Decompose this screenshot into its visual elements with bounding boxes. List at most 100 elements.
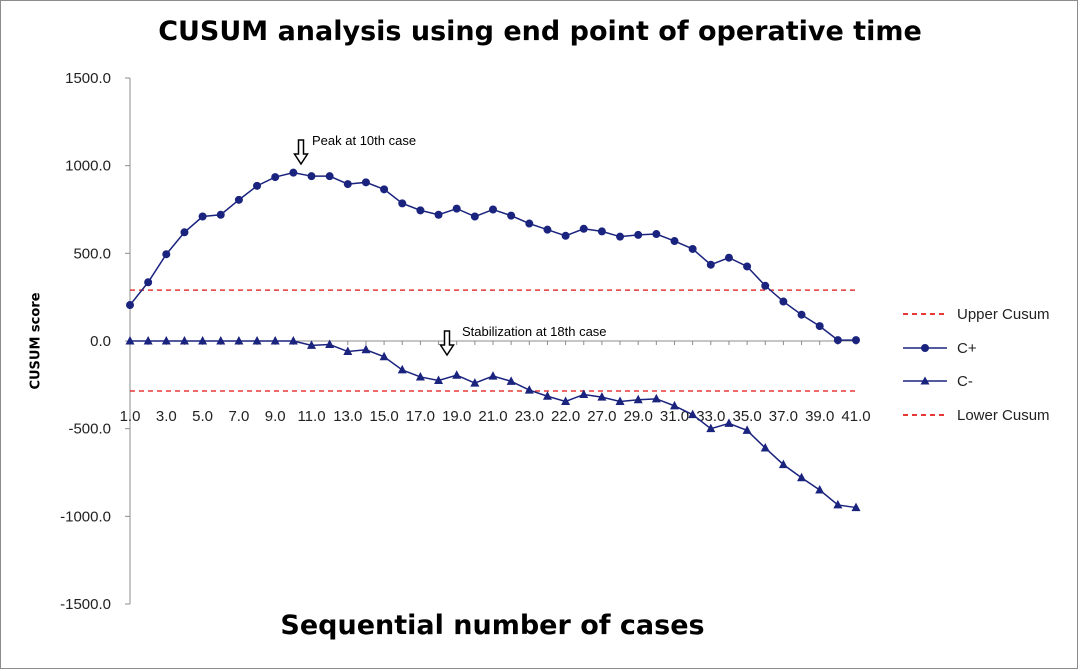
legend-item-lower-cusum: Lower Cusum	[903, 405, 1050, 425]
c-plus-point	[470, 212, 479, 221]
x-tick-label: 35.0	[732, 408, 761, 425]
c-plus-point	[597, 227, 606, 236]
c-minus-point	[361, 344, 371, 354]
x-tick-label: 29.0	[624, 408, 653, 425]
x-tick-label: 37.0	[769, 408, 798, 425]
c-plus-point	[398, 199, 407, 208]
legend-item-c-plus: C+	[903, 338, 977, 358]
c-plus-point	[852, 336, 860, 345]
c-minus-point	[651, 393, 661, 403]
c-minus-point	[161, 336, 171, 345]
c-minus-point	[470, 378, 480, 387]
y-tick-label: -500.0	[68, 421, 111, 438]
y-tick-label: 500.0	[73, 245, 111, 262]
y-tick-label: 1500.0	[65, 70, 111, 87]
c-minus-point	[778, 459, 788, 469]
c-plus-point	[525, 219, 534, 228]
annotation-peak-label: Peak at 10th case	[312, 133, 417, 148]
c-minus-point	[234, 336, 244, 345]
c-plus-point	[779, 297, 788, 306]
c-plus-point	[561, 231, 570, 240]
c-plus-point	[234, 195, 243, 204]
c-minus-point	[797, 472, 807, 482]
c-plus-point	[126, 301, 134, 310]
c-plus-point	[543, 225, 552, 234]
legend-swatch-lower-cusum	[903, 414, 947, 416]
c-plus-point	[688, 244, 697, 253]
x-tick-label: 21.0	[478, 408, 507, 425]
x-tick-label: 9.0	[265, 408, 286, 425]
c-minus-point	[270, 336, 280, 345]
c-minus-point	[742, 425, 752, 434]
c-plus-point	[343, 180, 352, 189]
c-minus-point	[688, 409, 698, 419]
legend-swatch-upper-cusum	[903, 313, 947, 315]
c-plus-point	[507, 211, 516, 220]
c-plus-point	[652, 230, 661, 239]
c-plus-point	[761, 281, 770, 290]
c-plus-point	[325, 172, 334, 181]
c-plus-point	[216, 210, 225, 219]
peak-arrow-icon	[293, 139, 309, 166]
c-plus-point	[815, 322, 824, 331]
c-plus-point	[144, 278, 153, 287]
c-minus-point	[179, 336, 189, 345]
c-plus-point	[724, 253, 733, 262]
c-minus-point	[706, 423, 716, 433]
c-minus-point	[325, 339, 335, 349]
c-plus-point	[162, 250, 171, 259]
c-minus-point	[815, 485, 825, 494]
c-plus-point	[253, 181, 262, 190]
c-plus-point	[361, 178, 370, 187]
c-plus-point	[616, 232, 625, 241]
c-plus-point	[743, 262, 752, 271]
c-minus-point	[561, 396, 571, 405]
c-plus-point	[489, 205, 497, 214]
c-minus-point	[615, 396, 625, 405]
legend-swatch-c-plus	[903, 344, 947, 352]
chart-title: CUSUM analysis using end point of operat…	[158, 16, 922, 47]
c-plus-point	[579, 224, 588, 233]
x-axis-title: Sequential number of cases	[280, 610, 705, 641]
c-minus-point	[252, 336, 262, 345]
c-minus-point	[379, 351, 389, 361]
c-plus-point	[198, 212, 207, 221]
c-minus-point	[760, 442, 770, 452]
c-minus-point	[434, 375, 444, 384]
c-minus-point	[143, 336, 153, 345]
c-plus-point	[434, 210, 443, 219]
x-tick-label: 13.0	[333, 408, 362, 425]
x-tick-label: 1.0	[120, 408, 141, 425]
x-tick-label: 19.0	[442, 408, 471, 425]
c-minus-point	[307, 340, 316, 349]
y-tick-label: 1000.0	[65, 158, 111, 175]
legend-swatch-c-minus	[903, 376, 947, 385]
x-tick-label: 41.0	[841, 408, 870, 425]
c-minus-point	[833, 499, 843, 509]
c-plus-point	[833, 336, 842, 345]
c-plus-point	[416, 206, 425, 215]
y-tick-label: 0.0	[90, 333, 111, 350]
c-minus-point	[198, 336, 208, 345]
c-plus-point	[634, 230, 643, 239]
c-minus-point	[524, 385, 534, 394]
x-tick-label: 7.0	[228, 408, 249, 425]
c-minus-point	[415, 371, 425, 381]
c-minus-point	[343, 346, 353, 356]
legend-label-c-minus: C-	[957, 372, 973, 390]
c-minus-point	[452, 370, 462, 379]
y-tick-label: -1500.0	[60, 596, 111, 613]
x-tick-label: 11.0	[297, 408, 325, 425]
c-minus-point	[597, 392, 607, 401]
c-minus-point	[488, 371, 498, 380]
x-tick-label: 33.0	[696, 408, 725, 425]
c-minus-point	[579, 389, 589, 398]
legend-label-c-plus: C+	[957, 339, 977, 357]
legend-label-upper-cusum: Upper Cusum	[957, 305, 1050, 323]
x-tick-label: 17.0	[406, 408, 435, 425]
y-tick-label: -1000.0	[60, 508, 111, 525]
x-tick-label: 22.0	[551, 408, 580, 425]
x-tick-label: 23.0	[515, 408, 544, 425]
